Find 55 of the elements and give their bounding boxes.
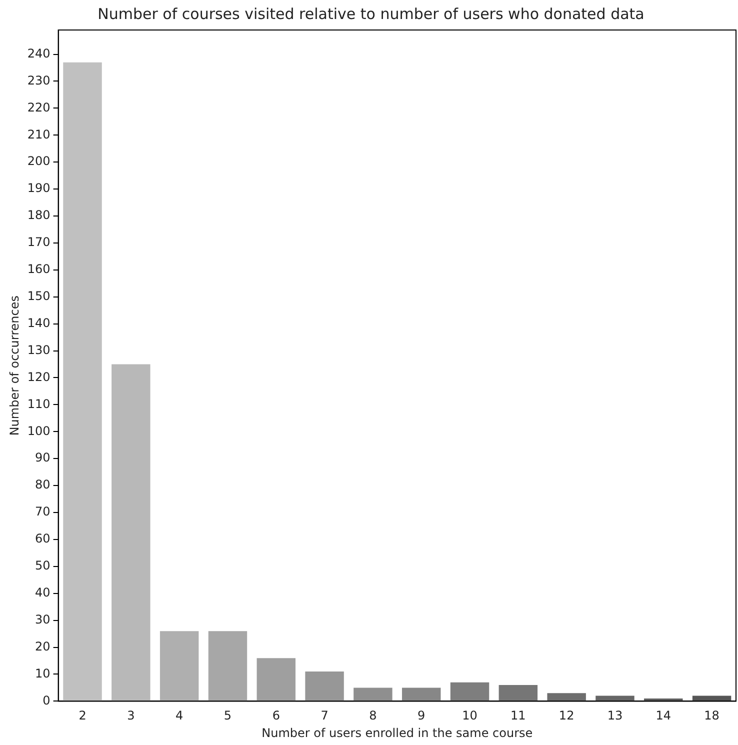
x-tick-label: 11 bbox=[510, 708, 526, 723]
x-tick-label: 2 bbox=[78, 708, 86, 723]
x-tick-label: 9 bbox=[418, 708, 426, 723]
bar bbox=[112, 364, 150, 701]
x-tick-label: 13 bbox=[607, 708, 623, 723]
x-tick-label: 4 bbox=[176, 708, 184, 723]
y-tick-label: 230 bbox=[27, 73, 50, 88]
x-tick-label: 10 bbox=[462, 708, 478, 723]
bar bbox=[450, 682, 490, 701]
bar bbox=[63, 62, 102, 701]
x-tick-label: 8 bbox=[369, 708, 377, 723]
y-tick-label: 20 bbox=[35, 639, 50, 654]
bar bbox=[547, 693, 586, 701]
bar bbox=[402, 688, 441, 701]
y-tick-label: 240 bbox=[27, 46, 50, 60]
bar bbox=[354, 688, 392, 701]
y-tick-label: 110 bbox=[27, 396, 50, 411]
x-tick-label: 14 bbox=[656, 708, 672, 723]
y-tick-label: 50 bbox=[35, 558, 50, 573]
y-tick-label: 120 bbox=[27, 370, 50, 384]
y-tick-label: 210 bbox=[27, 127, 50, 142]
y-tick-label: 220 bbox=[27, 100, 50, 114]
bar bbox=[305, 672, 344, 701]
bar bbox=[596, 696, 634, 701]
y-tick-label: 80 bbox=[35, 478, 50, 492]
y-tick-label: 100 bbox=[27, 424, 50, 438]
y-tick-label: 130 bbox=[27, 342, 50, 357]
bar bbox=[208, 631, 248, 701]
bar bbox=[256, 658, 296, 701]
y-tick-label: 10 bbox=[35, 666, 50, 680]
x-tick-label: 12 bbox=[558, 708, 574, 723]
y-tick-label: 190 bbox=[27, 181, 50, 196]
bar bbox=[692, 696, 732, 701]
y-tick-label: 140 bbox=[27, 316, 50, 330]
x-tick-label: 5 bbox=[224, 708, 232, 723]
x-tick-label: 7 bbox=[320, 708, 328, 723]
y-tick-label: 160 bbox=[27, 262, 50, 276]
y-tick-label: 0 bbox=[42, 693, 50, 708]
y-tick-label: 30 bbox=[35, 612, 50, 626]
y-tick-label: 40 bbox=[35, 586, 50, 600]
x-axis-title: Number of users enrolled in the same course bbox=[262, 726, 533, 740]
chart-title: Number of courses visited relative to number of users who donated data bbox=[98, 4, 644, 23]
y-tick-label: 60 bbox=[35, 532, 50, 546]
x-tick-label: 18 bbox=[704, 708, 720, 723]
y-tick-label: 90 bbox=[35, 450, 50, 465]
y-tick-label: 70 bbox=[35, 504, 50, 519]
bar bbox=[160, 631, 199, 701]
y-tick-label: 200 bbox=[27, 154, 50, 168]
y-tick-label: 150 bbox=[27, 288, 50, 303]
x-tick-label: 3 bbox=[127, 708, 135, 723]
y-axis-title: Number of occurrences bbox=[7, 296, 22, 436]
x-tick-label: 6 bbox=[272, 708, 280, 723]
y-tick-label: 170 bbox=[27, 235, 50, 250]
y-tick-label: 180 bbox=[27, 208, 50, 222]
bar bbox=[498, 685, 538, 701]
